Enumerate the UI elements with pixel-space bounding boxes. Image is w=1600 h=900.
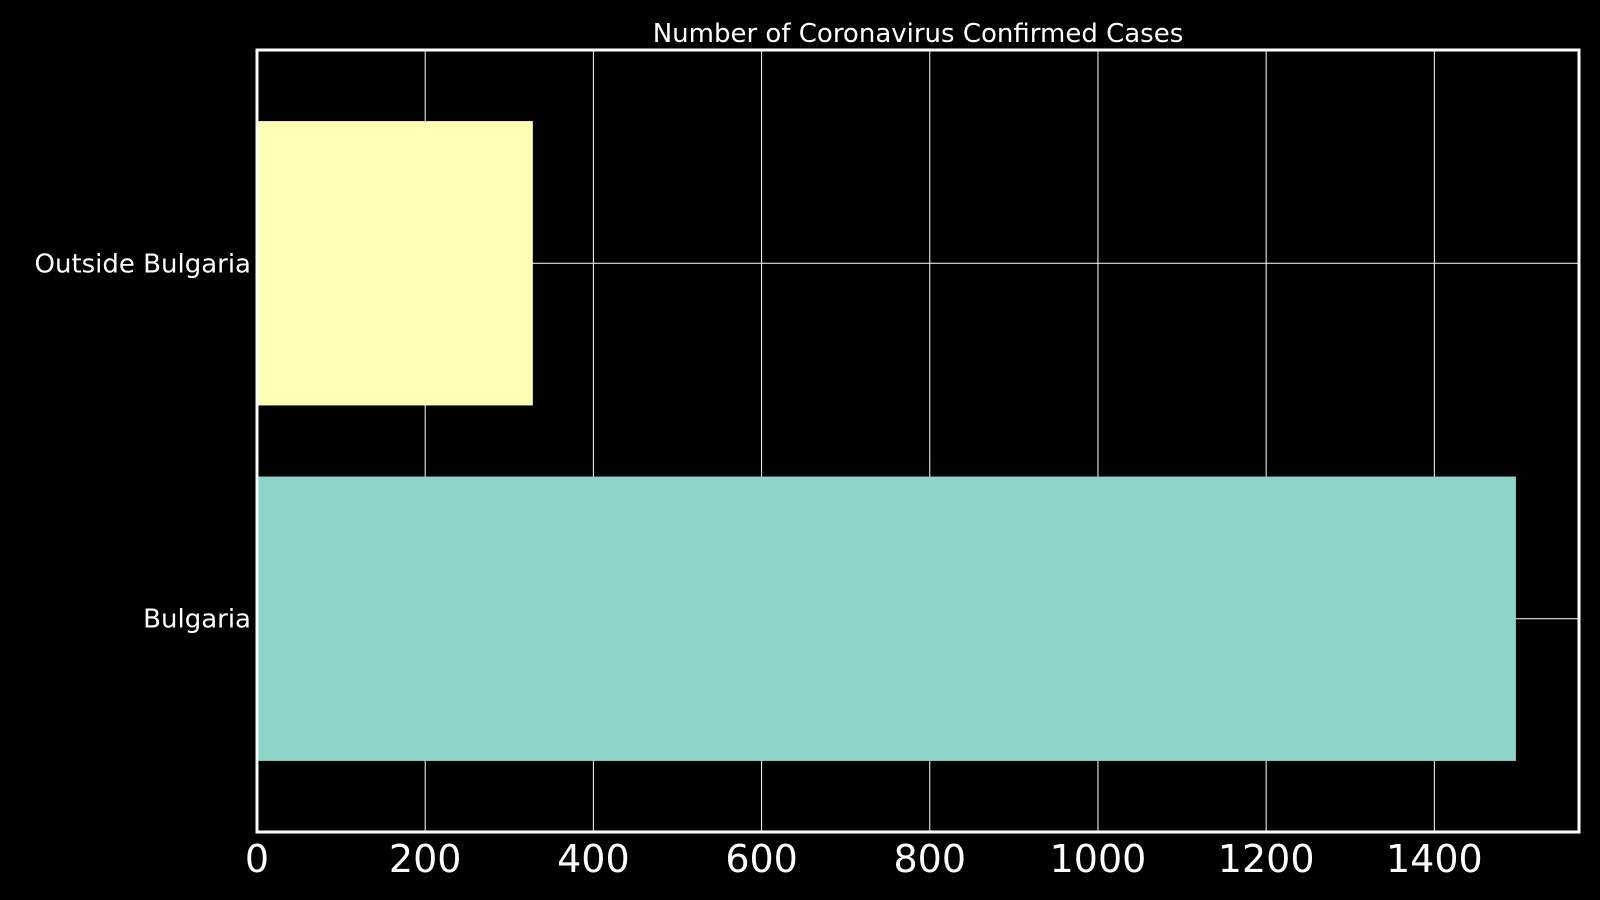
category-labels: Bulgaria Outside Bulgaria — [35, 249, 252, 634]
category-label: Bulgaria — [143, 605, 251, 635]
bar-outside-bulgaria — [257, 121, 533, 406]
x-tick-label: 1000 — [1050, 837, 1147, 881]
category-label: Outside Bulgaria — [35, 249, 252, 279]
x-tick-label: 1200 — [1218, 837, 1315, 881]
bars — [257, 121, 1516, 761]
axes-frame — [255, 48, 1581, 834]
bar-bulgaria — [257, 476, 1516, 761]
x-tick-label: 800 — [894, 837, 967, 881]
x-tick-labels: 0 200 400 600 800 1000 1200 1400 — [245, 837, 1483, 881]
chart-title: Number of Coronavirus Confirmed Cases — [653, 19, 1184, 49]
x-tick-label: 600 — [725, 837, 798, 881]
x-tick-label: 0 — [245, 837, 269, 881]
x-tick-label: 200 — [389, 837, 462, 881]
x-tick-label: 400 — [557, 837, 630, 881]
x-tick-label: 1400 — [1386, 837, 1483, 881]
